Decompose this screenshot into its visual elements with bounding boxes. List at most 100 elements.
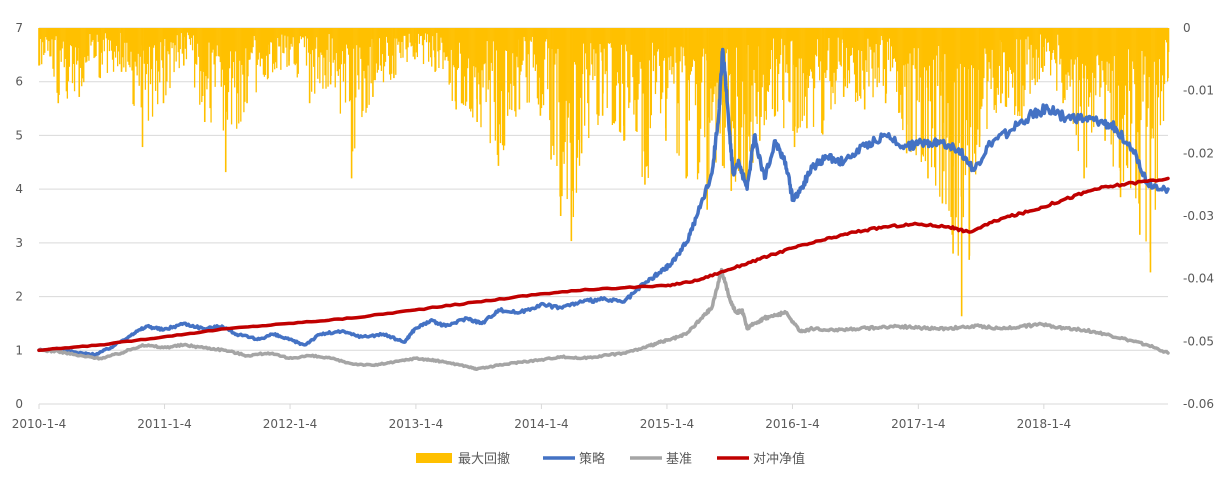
drawdown-bar (527, 28, 529, 55)
drawdown-bar (334, 28, 336, 88)
drawdown-bar (783, 28, 785, 129)
drawdown-bar (779, 28, 781, 64)
drawdown-bar (1139, 28, 1141, 235)
drawdown-bar (1156, 28, 1159, 181)
drawdown-bar (301, 28, 304, 38)
drawdown-bar (1106, 28, 1108, 62)
drawdown-bar (1108, 28, 1110, 64)
benchmark-line (37, 267, 1170, 372)
drawdown-bar (520, 28, 522, 72)
drawdown-bar (1069, 28, 1071, 87)
drawdown-bar (490, 28, 492, 63)
drawdown-bar (678, 28, 680, 156)
drawdown-bar (320, 28, 322, 53)
drawdown-bar (691, 28, 694, 67)
drawdown-bar (331, 28, 333, 39)
drawdown-bar (938, 28, 940, 46)
drawdown-bar (128, 28, 130, 65)
drawdown-bar (597, 28, 599, 126)
drawdown-bar (588, 28, 590, 139)
drawdown-bar (913, 28, 915, 49)
series-lines (37, 47, 1170, 372)
drawdown-bar (835, 28, 837, 81)
drawdown-bar (89, 28, 91, 35)
drawdown-bar (1067, 28, 1069, 73)
drawdown-bar (616, 28, 619, 73)
drawdown-bar (820, 28, 822, 62)
drawdown-bar (182, 28, 185, 66)
x-tick-label: 2017-1-4 (891, 417, 945, 431)
drawdown-bar (229, 28, 232, 52)
drawdown-bar (939, 28, 941, 197)
drawdown-bar (293, 28, 295, 64)
drawdown-bar (158, 28, 160, 72)
drawdown-bar (201, 28, 203, 103)
drawdown-bar (784, 28, 786, 46)
drawdown-bar (601, 28, 604, 116)
drawdown-bar (111, 28, 114, 60)
drawdown-bar (1026, 28, 1028, 65)
drawdown-bar (195, 28, 197, 64)
drawdown-bar (632, 28, 634, 78)
drawdown-bar (799, 28, 801, 128)
drawdown-bar (459, 28, 462, 54)
drawdown-bar (532, 28, 534, 68)
x-tick-label: 2015-1-4 (640, 417, 694, 431)
drawdown-bar (1055, 28, 1057, 64)
drawdown-bar (947, 28, 949, 104)
drawdown-bar (748, 28, 750, 137)
drawdown-bar (290, 28, 292, 44)
drawdown-bar (969, 28, 972, 128)
drawdown-bar (119, 28, 121, 65)
drawdown-bar (368, 28, 370, 105)
drawdown-bar (336, 28, 338, 72)
drawdown-bar (306, 28, 309, 39)
legend-drawdown-label: 最大回撤 (458, 451, 510, 467)
drawdown-bar (609, 28, 611, 44)
drawdown-bar (649, 28, 651, 129)
drawdown-bar (1066, 28, 1068, 90)
drawdown-bar (823, 28, 825, 121)
drawdown-bar (302, 28, 305, 38)
drawdown-bar (647, 28, 649, 178)
drawdown-bar (752, 28, 754, 163)
drawdown-bar (965, 28, 968, 121)
drawdown-bar (1016, 28, 1018, 40)
drawdown-bar (760, 28, 762, 117)
drawdown-bar (883, 28, 885, 70)
drawdown-bar (462, 28, 465, 105)
drawdown-bar (1125, 28, 1128, 166)
drawdown-bar (841, 28, 843, 40)
drawdown-bar (770, 28, 773, 51)
drawdown-bar (930, 28, 933, 168)
drawdown-bar (396, 28, 398, 39)
drawdown-bar (517, 28, 519, 68)
drawdown-bar (327, 28, 329, 87)
drawdown-bar (1054, 28, 1056, 60)
drawdown-bar (190, 28, 193, 38)
drawdown-bar (245, 28, 247, 49)
drawdown-bar (781, 28, 783, 39)
drawdown-bar (137, 28, 139, 54)
drawdown-bar (830, 28, 832, 110)
drawdown-bar (857, 28, 859, 101)
drawdown-bar (737, 28, 740, 171)
drawdown-bar (995, 28, 997, 113)
drawdown-bar (44, 28, 46, 53)
drawdown-bar (972, 28, 975, 69)
drawdown-bar (596, 28, 598, 115)
drawdown-bar (1047, 28, 1050, 43)
drawdown-bar (157, 28, 159, 105)
drawdown-bar (921, 28, 923, 155)
drawdown-bar (1151, 28, 1153, 129)
drawdown-bar (383, 28, 386, 67)
drawdown-bar (1138, 28, 1140, 204)
drawdown-bar (1146, 28, 1148, 127)
drawdown-bar (1113, 28, 1115, 57)
drawdown-bar (1013, 28, 1015, 73)
drawdown-bar (839, 28, 841, 65)
drawdown-bar (1074, 28, 1076, 60)
drawdown-bar (1043, 28, 1046, 66)
drawdown-bar (641, 28, 643, 177)
drawdown-bar (689, 28, 692, 75)
